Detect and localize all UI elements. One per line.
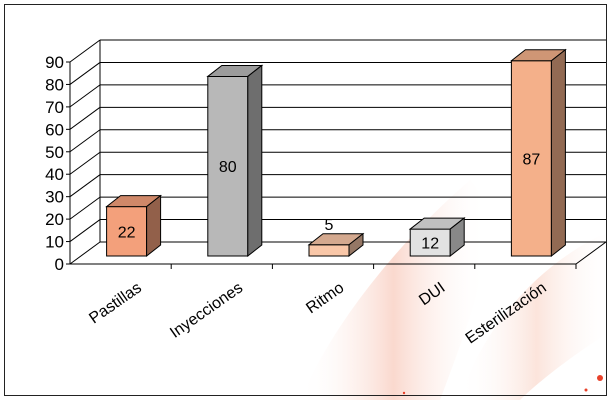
bar-side <box>348 232 364 258</box>
x-tick-label: Pastillas <box>86 279 145 327</box>
y-tick-label: 60 <box>45 120 64 139</box>
bar-side <box>550 48 566 258</box>
data-label: 5 <box>325 217 334 234</box>
gridline-depth <box>69 39 101 63</box>
y-tick-label: 30 <box>45 188 64 207</box>
bar-side <box>247 64 263 258</box>
data-label: 22 <box>118 224 136 241</box>
y-tick-label: 50 <box>45 143 64 162</box>
gridline-depth <box>69 241 101 265</box>
gridline-depth <box>69 84 101 108</box>
gridline-depth <box>69 174 101 198</box>
y-tick-label: 0 <box>55 255 64 274</box>
x-tick-label: Ritmo <box>303 279 347 317</box>
background-swirl <box>460 230 613 400</box>
background-dot <box>584 388 588 392</box>
axes <box>66 40 607 269</box>
y-tick-label: 20 <box>45 210 64 229</box>
y-tick-label: 10 <box>45 233 64 252</box>
data-label: 87 <box>523 151 541 168</box>
background-dot <box>402 391 406 395</box>
y-tick-label: 80 <box>45 75 64 94</box>
data-label: 12 <box>421 236 439 253</box>
x-tick-label: Inyecciones <box>167 279 246 341</box>
bars <box>105 48 567 258</box>
gridline-depth <box>69 219 101 242</box>
floor-edge <box>575 241 607 265</box>
x-tick-label: Esterilización <box>463 279 550 347</box>
gridline-depth <box>69 129 101 153</box>
background-dot <box>597 375 603 381</box>
gridline-depth <box>69 106 101 130</box>
bar-side <box>146 194 162 258</box>
bar <box>106 206 148 257</box>
bar <box>510 60 552 257</box>
data-label: 80 <box>219 159 237 176</box>
gridline-depth <box>69 196 101 220</box>
y-tick-label: 70 <box>45 98 64 117</box>
x-tick-label: DUI <box>416 279 448 309</box>
chart-frame <box>4 4 607 396</box>
bar <box>308 244 350 257</box>
y-tick-label: 40 <box>45 165 64 184</box>
gridline-depth <box>69 151 101 175</box>
bar-side <box>449 217 465 258</box>
y-tick-label: 90 <box>45 53 64 72</box>
gridline-depth <box>69 62 101 85</box>
bar <box>207 75 249 257</box>
